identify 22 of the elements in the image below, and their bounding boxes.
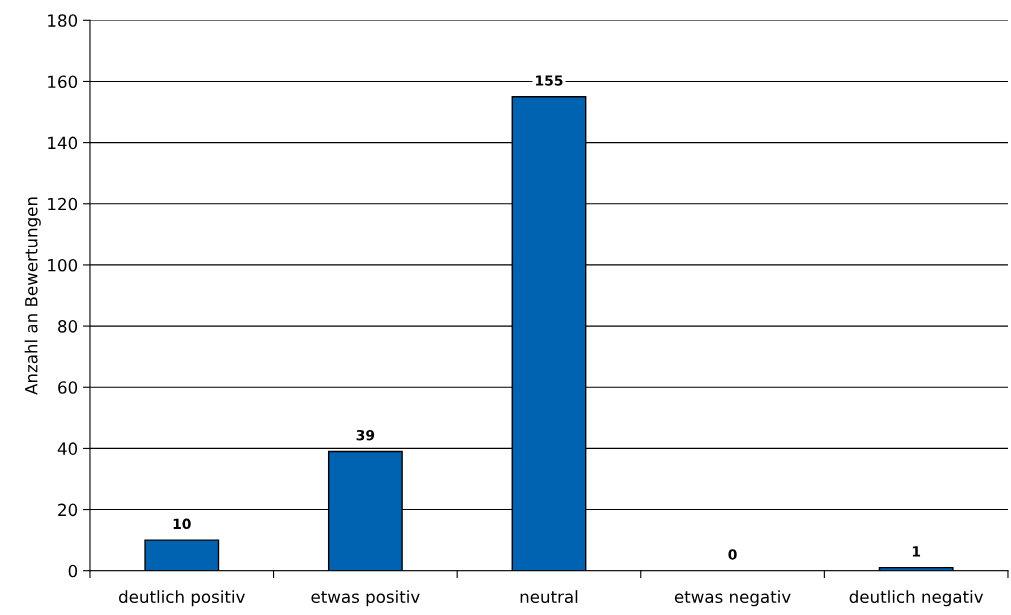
x-tick-label: neutral: [520, 590, 578, 604]
bar: [144, 539, 220, 571]
data-label: 0: [728, 549, 737, 560]
y-tick-label: 20: [58, 503, 78, 517]
y-tick-label: 0: [68, 564, 78, 578]
x-tick-label: deutlich positiv: [119, 590, 245, 607]
y-tick-label: 160: [48, 75, 78, 89]
y-tick-label: 100: [48, 258, 78, 272]
y-tick-label: 120: [48, 197, 78, 211]
y-tick-label: 140: [48, 136, 78, 150]
y-tick-label: 40: [57, 442, 78, 455]
y-tick-label: 80: [58, 320, 78, 333]
data-label: 39: [356, 429, 375, 441]
y-tick-label: 60: [58, 381, 78, 394]
y-tick-label: 180: [48, 14, 78, 27]
y-axis-title: Anzahl an Bewertungen: [24, 197, 41, 395]
x-tick-label: deutlich negativ: [849, 590, 984, 607]
x-tick-label: etwas positiv: [311, 590, 420, 607]
x-tick-label: etwas negativ: [674, 590, 791, 607]
data-label: 155: [536, 75, 563, 86]
data-label: 10: [173, 518, 191, 530]
data-label: 1: [912, 546, 921, 557]
